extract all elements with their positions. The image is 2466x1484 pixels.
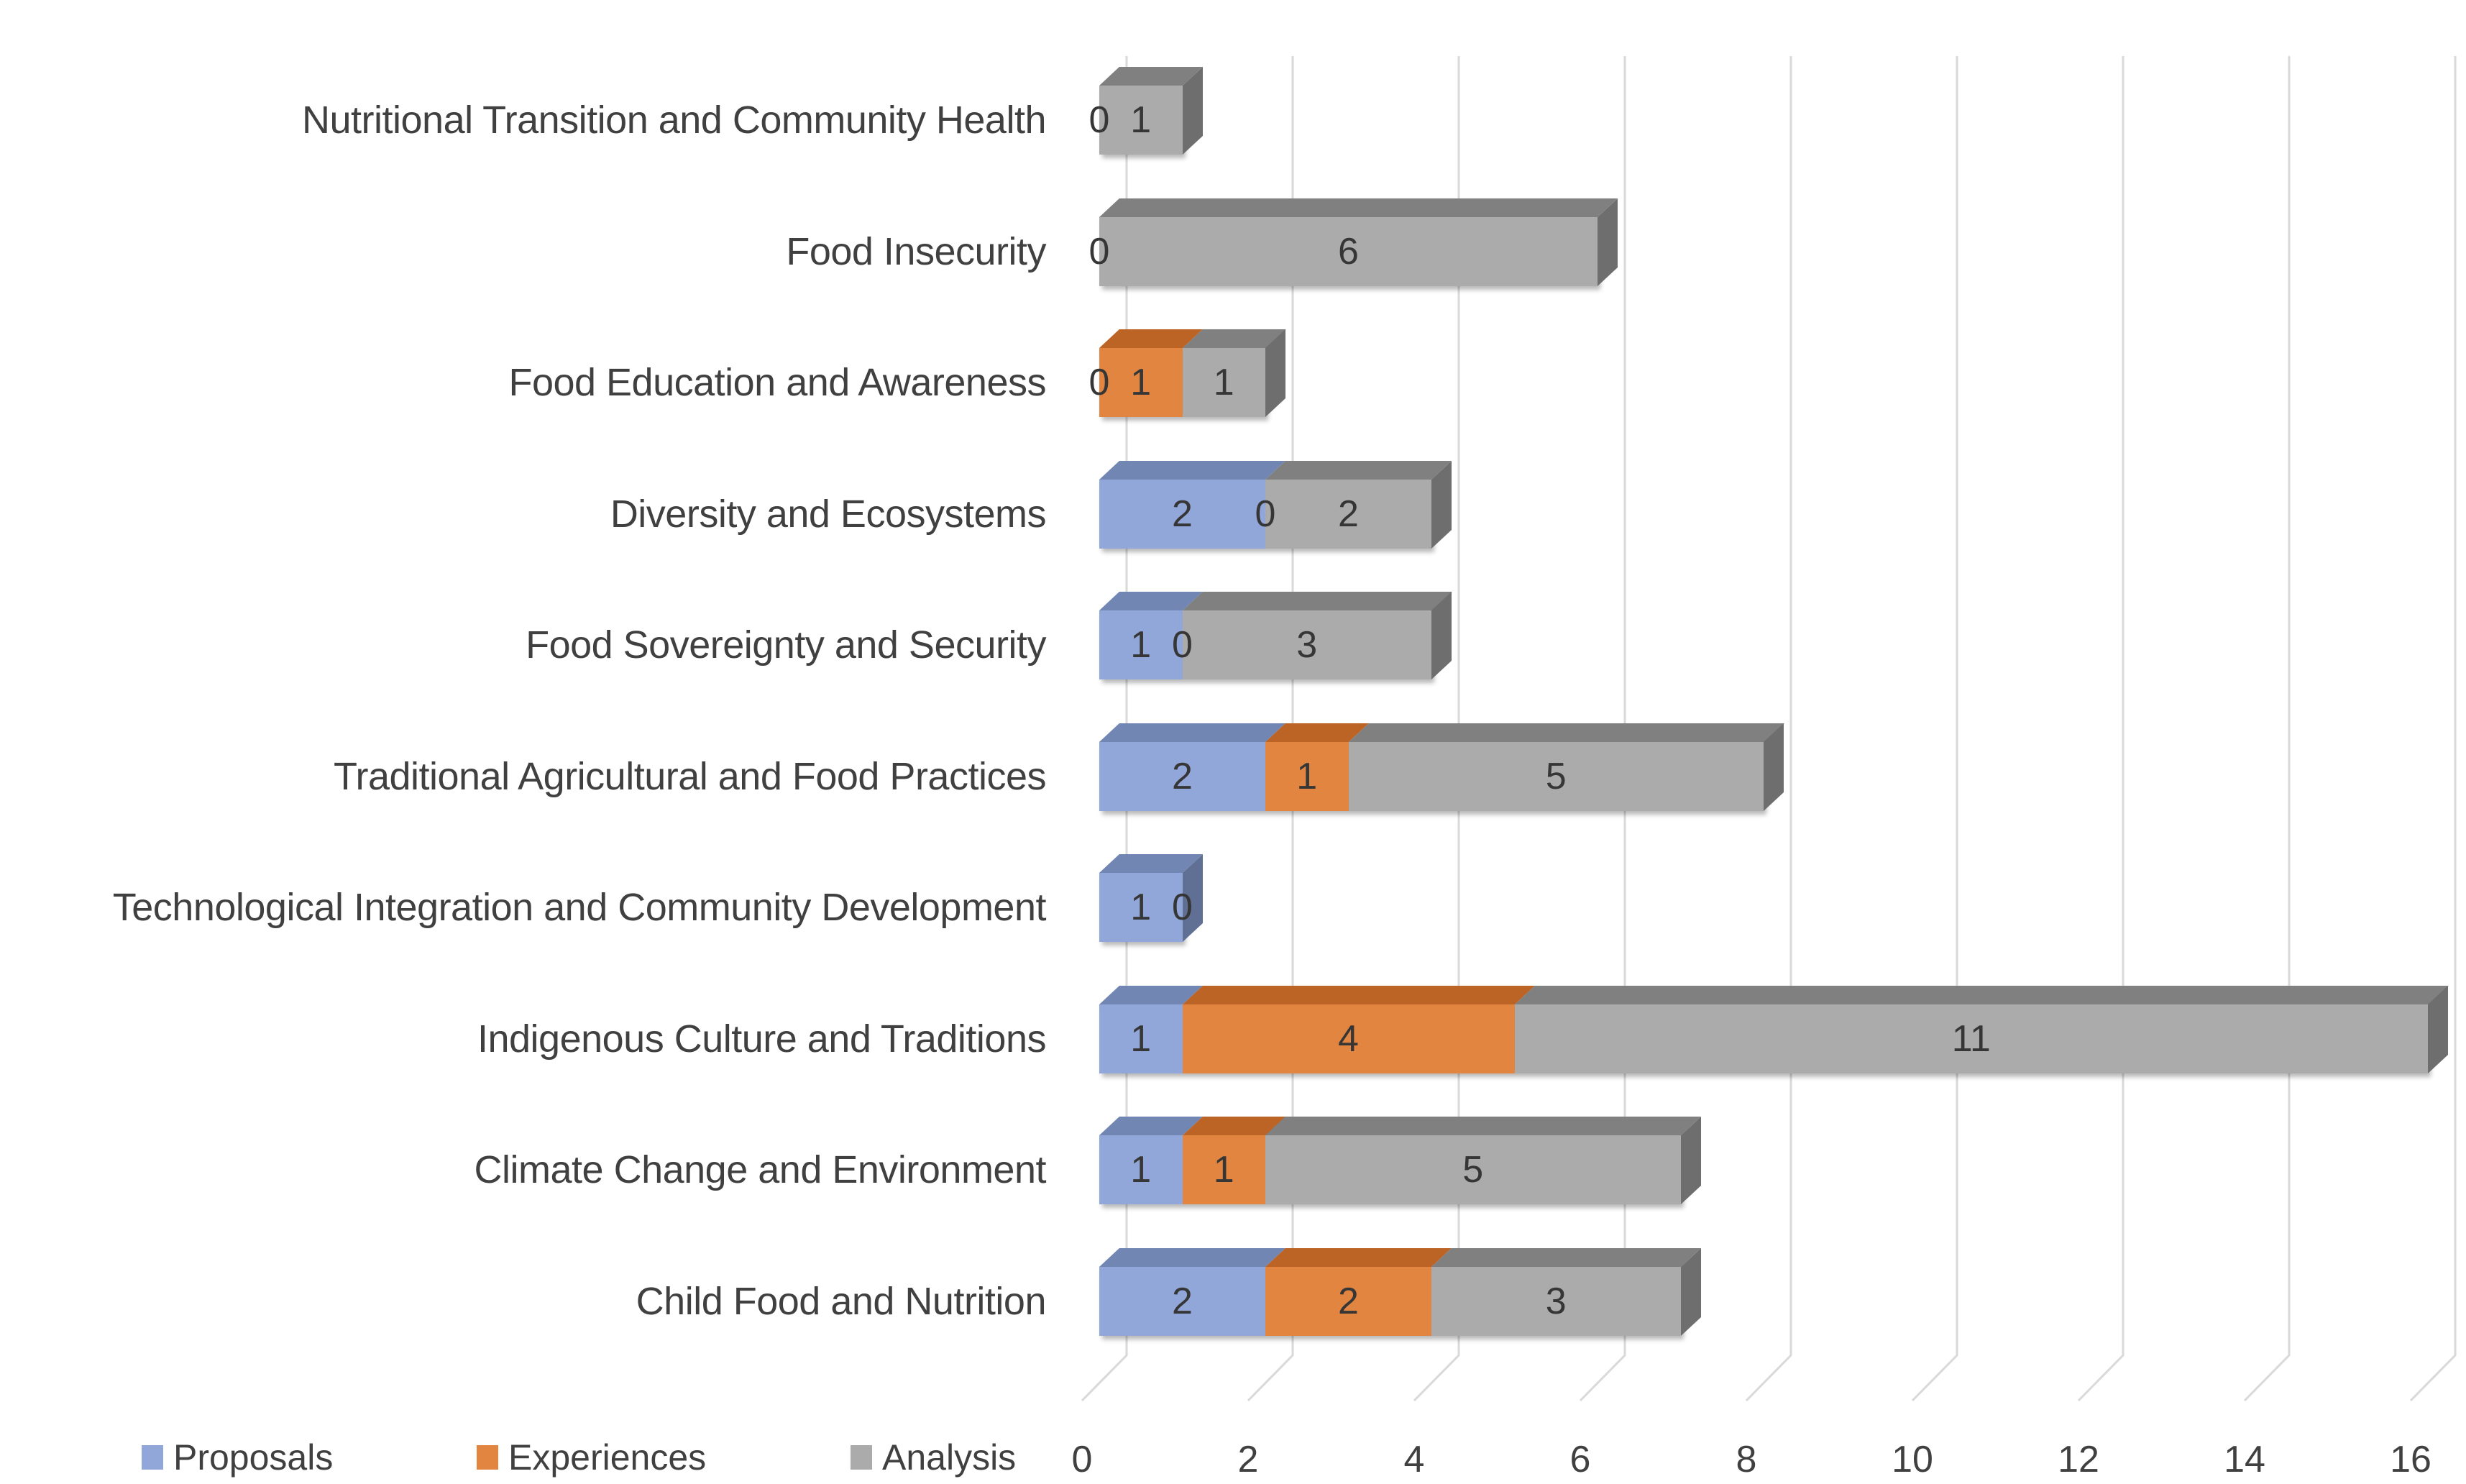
x-tick-label: 0 <box>1071 1439 1093 1480</box>
bar-segment-top <box>1265 1117 1701 1135</box>
category-label: Nutritional Transition and Community Hea… <box>302 99 1046 142</box>
data-label: 1 <box>1296 755 1318 797</box>
category-label: Indigenous Culture and Traditions <box>477 1017 1047 1061</box>
data-label: 0 <box>1172 887 1193 928</box>
data-label: 2 <box>1338 1280 1359 1322</box>
bar-segment-top <box>1099 723 1285 742</box>
bar-segment <box>1099 1135 1183 1204</box>
data-label: 1 <box>1130 887 1152 928</box>
bar-segment-top <box>1182 985 1535 1004</box>
bar-segment-top <box>1348 723 1784 742</box>
gridline <box>1413 56 1460 1402</box>
bar-segment <box>1182 1135 1265 1204</box>
bar-segment <box>1099 479 1265 549</box>
data-label: 1 <box>1130 624 1152 666</box>
data-label: 3 <box>1545 1280 1567 1322</box>
data-label: 0 <box>1088 230 1110 272</box>
x-tick-label: 6 <box>1569 1439 1591 1480</box>
bar-segment <box>1431 1266 1681 1336</box>
bar-segment-top <box>1099 198 1618 217</box>
category-label: Climate Change and Environment <box>474 1148 1047 1191</box>
bar-segment <box>1099 741 1265 811</box>
x-tick-label: 10 <box>1892 1439 1933 1480</box>
data-label: 1 <box>1213 1149 1234 1191</box>
bar-segment-top <box>1182 592 1452 610</box>
data-label: 3 <box>1296 624 1318 666</box>
data-label: 1 <box>1130 99 1152 141</box>
data-label: 2 <box>1172 1280 1193 1322</box>
x-tick-label: 12 <box>2058 1439 2099 1480</box>
bar-segment <box>1182 1004 1515 1073</box>
data-label: 5 <box>1545 755 1567 797</box>
data-label: 1 <box>1130 362 1152 403</box>
x-tick-label: 14 <box>2224 1439 2265 1480</box>
category-label: Child Food and Nutrition <box>636 1279 1047 1323</box>
bar-segment-top <box>1265 460 1452 480</box>
category-label: Diversity and Ecosystems <box>610 492 1047 536</box>
gridline <box>1579 56 1626 1402</box>
bar-segment <box>1099 348 1183 417</box>
data-label: 6 <box>1338 230 1359 272</box>
bar-segment <box>1099 610 1183 679</box>
bar-segment-top <box>1099 1247 1285 1267</box>
x-tick-label: 4 <box>1403 1439 1425 1480</box>
bar-segment <box>1099 1266 1265 1336</box>
bar-segment <box>1265 1266 1431 1336</box>
bar-segment <box>1182 610 1431 679</box>
data-label: 2 <box>1172 493 1193 535</box>
bar-segment <box>1099 216 1598 286</box>
bar-segment <box>1265 479 1431 549</box>
bar-segment-top <box>1431 1247 1701 1267</box>
data-label: 2 <box>1172 755 1193 797</box>
gridline <box>2077 56 2124 1402</box>
bar-segment <box>1099 873 1183 942</box>
gridline <box>2243 56 2291 1402</box>
x-tick-label: 8 <box>1736 1439 1757 1480</box>
data-label: 1 <box>1130 1017 1152 1060</box>
bar-segment <box>1099 1004 1183 1073</box>
x-tick-label: 16 <box>2390 1439 2431 1480</box>
bar-segment <box>1099 86 1183 155</box>
gridline <box>2409 56 2457 1402</box>
bar-segment <box>1265 1135 1681 1204</box>
category-label: Technological Integration and Community … <box>112 886 1047 929</box>
bar-segment-top <box>1265 1247 1452 1267</box>
data-label: 0 <box>1172 624 1193 666</box>
data-label: 1 <box>1213 362 1234 403</box>
data-label: 0 <box>1088 99 1110 141</box>
category-label: Food Insecurity <box>786 229 1046 273</box>
category-label: Traditional Agricultural and Food Practi… <box>334 754 1047 798</box>
data-label: 4 <box>1338 1017 1359 1060</box>
data-label: 0 <box>1088 362 1110 403</box>
x-tick-label: 2 <box>1237 1439 1259 1480</box>
data-label: 2 <box>1338 493 1359 535</box>
bar-segment-top <box>1514 985 2448 1004</box>
data-label: 5 <box>1462 1149 1484 1191</box>
bar-segment <box>1182 348 1265 417</box>
data-label: 1 <box>1130 1149 1152 1191</box>
gridline <box>1911 56 1958 1402</box>
gridline <box>1745 56 1792 1402</box>
category-label: Food Education and Awareness <box>508 361 1046 404</box>
bar-segment <box>1265 741 1349 811</box>
bar-segment <box>1348 741 1764 811</box>
data-label: 11 <box>1951 1017 1991 1060</box>
bar-segment-top <box>1099 460 1285 480</box>
bar-segment <box>1514 1004 2428 1073</box>
data-label: 0 <box>1255 493 1276 535</box>
category-label: Food Sovereignty and Security <box>526 623 1046 667</box>
